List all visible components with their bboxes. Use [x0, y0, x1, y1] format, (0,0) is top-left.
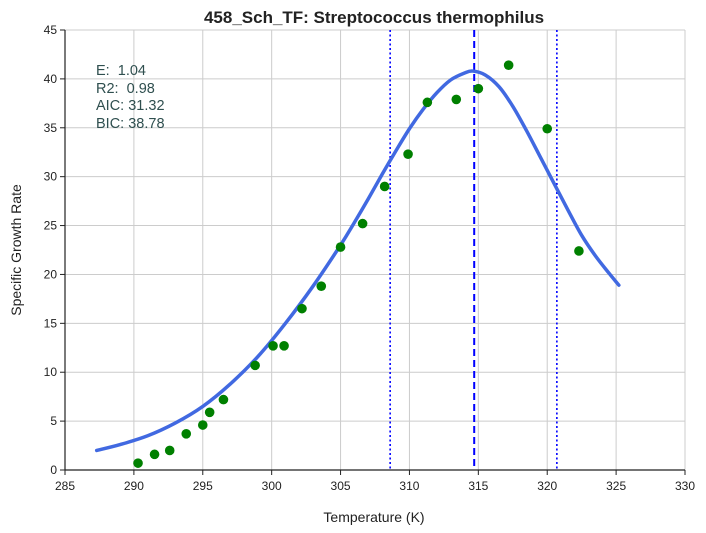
data-points [133, 60, 584, 468]
x-tick-label-2: 295 [193, 479, 213, 493]
axes [64, 30, 685, 471]
y-tick-label-2: 10 [44, 365, 58, 379]
x-tick-label-1: 290 [124, 479, 144, 493]
data-point-3 [181, 429, 192, 439]
data-point-8 [268, 341, 278, 351]
fit-curve-group [94, 69, 621, 453]
data-point-14 [379, 181, 390, 192]
x-tick-label-5: 310 [399, 479, 419, 493]
y-tick-label-5: 25 [44, 219, 58, 233]
vertical-lines [389, 30, 558, 470]
x-tick-label-6: 315 [468, 479, 488, 493]
tick-labels: 285 290 295 300 305 310 315 320 325 330 0 5 10 15 20 25… [44, 23, 696, 493]
data-point-10 [297, 303, 307, 314]
data-point-4 [197, 420, 208, 430]
data-point-6 [218, 394, 229, 405]
x-axis-title: Temperature (K) [323, 509, 424, 525]
data-point-15 [403, 149, 413, 159]
x-tick-label-8: 325 [606, 479, 626, 493]
x-tick-label-9: 330 [675, 479, 695, 493]
data-point-1 [149, 449, 160, 460]
data-point-20 [542, 123, 553, 134]
data-point-17 [451, 94, 462, 105]
data-point-9 [279, 341, 289, 351]
data-point-11 [316, 281, 327, 291]
y-tick-label-4: 20 [44, 267, 58, 281]
stat-bic: BIC: 38.78 [96, 116, 165, 132]
data-point-16 [422, 97, 433, 108]
data-point-0 [133, 458, 143, 468]
y-tick-label-7: 35 [44, 121, 58, 135]
y-tick-label-9: 45 [44, 23, 58, 37]
data-point-12 [335, 242, 346, 252]
stat-e: E: 1.04 [96, 63, 146, 79]
y-tick-label-6: 30 [44, 170, 58, 184]
y-tick-label-0: 0 [50, 463, 57, 477]
data-point-13 [357, 218, 368, 229]
data-point-18 [473, 83, 484, 94]
stat-r2: R2: 0.98 [96, 81, 155, 97]
fit-statistics: E: 1.04 R2: 0.98 AIC: 31.32 BIC: 38.78 [96, 63, 165, 132]
data-point-21 [574, 246, 584, 256]
fit-curve [94, 69, 621, 453]
data-point-7 [250, 360, 260, 371]
y-axis-title: Specific Growth Rate [8, 184, 24, 316]
y-tick-label-3: 15 [44, 316, 58, 330]
stat-aic: AIC: 31.32 [96, 98, 165, 114]
x-tick-label-3: 300 [262, 479, 282, 493]
x-tick-label-7: 320 [537, 479, 557, 493]
data-point-2 [164, 445, 175, 456]
y-tick-label-1: 5 [50, 414, 57, 428]
x-tick-label-4: 305 [331, 479, 351, 493]
data-point-5 [204, 407, 215, 418]
y-tick-label-8: 40 [44, 72, 58, 86]
x-tick-label-0: 285 [55, 479, 75, 493]
data-point-19 [503, 60, 514, 70]
chart-title: 458_Sch_TF: Streptococcus thermophilus [204, 8, 544, 27]
